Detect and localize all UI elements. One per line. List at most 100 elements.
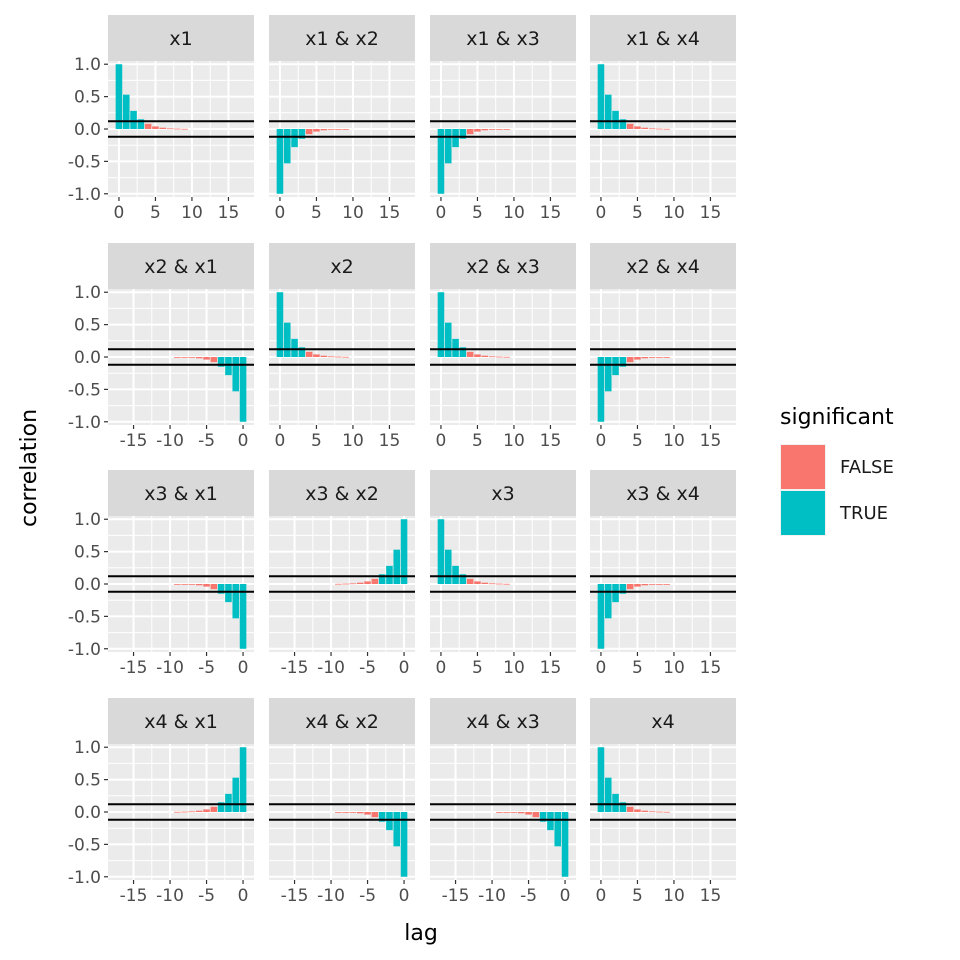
bar-not-significant: [181, 128, 188, 130]
x-tick-label: 10: [663, 658, 685, 678]
y-tick-label: -1.0: [68, 413, 101, 433]
facet-title: x2 & x4: [626, 256, 700, 278]
x-tick-label: 15: [700, 431, 722, 451]
bar-not-significant: [474, 581, 481, 584]
bar-not-significant: [488, 129, 496, 130]
bar-not-significant: [342, 356, 349, 358]
x-tick-label: 0: [238, 431, 249, 451]
bar-not-significant: [641, 810, 649, 812]
bar-not-significant: [327, 129, 335, 130]
x-tick-label: 0: [399, 886, 410, 906]
bar-significant: [619, 119, 627, 129]
y-tick-label: -1.0: [68, 640, 101, 660]
facet-title: x4: [651, 711, 674, 733]
x-tick-label: 0: [560, 886, 571, 906]
bar-significant: [298, 347, 306, 357]
x-tick-label: 15: [700, 886, 722, 906]
facet-panel: x4 & x1 1.0 0.5 0.0 -0.5 -1.0 -15 -10 -5 0: [68, 698, 254, 906]
y-tick-label: 0.5: [74, 543, 101, 563]
bar-significant: [452, 129, 459, 148]
x-tick-label: 10: [663, 431, 685, 451]
y-tick-label: -0.5: [68, 607, 101, 627]
x-tick-label: -5: [520, 886, 537, 906]
bar-significant: [612, 793, 619, 812]
x-tick-label: 15: [218, 203, 240, 223]
gridlines: [430, 289, 576, 425]
bar-significant: [232, 777, 240, 812]
bar-not-significant: [532, 812, 540, 818]
bar-not-significant: [335, 583, 342, 585]
facet-title: x3 & x1: [144, 483, 218, 505]
bar-significant: [225, 793, 232, 812]
facet-panel: x1 1.0 0.5 0.0 -0.5 -1.0 0 5 10 15: [68, 15, 254, 223]
bar-not-significant: [210, 806, 218, 812]
x-tick-label: 10: [181, 203, 203, 223]
facet-panel: x4 & x2 -15 -10 -5 0: [269, 698, 415, 906]
facet-strip: [430, 243, 576, 289]
x-tick-label: 5: [632, 886, 643, 906]
bar-not-significant: [641, 127, 649, 129]
bar-not-significant: [188, 357, 196, 358]
y-tick-label: 0.5: [74, 316, 101, 336]
legend-title: significant: [780, 405, 894, 430]
bar-not-significant: [203, 809, 210, 812]
x-tick-label: -5: [198, 431, 215, 451]
bar-not-significant: [181, 811, 188, 813]
bar-not-significant: [144, 123, 152, 129]
bar-not-significant: [313, 129, 320, 132]
bar-not-significant: [626, 123, 634, 129]
facet-panel: x3 & x1 1.0 0.5 0.0 -0.5 -1.0 -15 -10 -5 0: [68, 470, 254, 678]
facet-strip: [108, 698, 254, 744]
bar-significant: [437, 292, 445, 357]
bar-not-significant: [656, 584, 663, 585]
bar-not-significant: [656, 128, 663, 130]
bar-not-significant: [466, 351, 474, 357]
bar-not-significant: [488, 356, 496, 358]
bar-not-significant: [159, 127, 167, 129]
facet-panel: x2 & x3 0 5 10 15: [430, 243, 576, 451]
bar-not-significant: [181, 357, 188, 358]
bar-significant: [386, 565, 393, 584]
bar-not-significant: [320, 129, 328, 131]
x-tick-label: -5: [198, 886, 215, 906]
gridlines: [108, 744, 254, 880]
x-tick-label: 0: [436, 658, 447, 678]
bar-significant: [554, 812, 562, 847]
facet-panel: x2 & x1 1.0 0.5 0.0 -0.5 -1.0 -15 -10 -5 0: [68, 243, 254, 451]
bar-not-significant: [503, 129, 510, 130]
bar-significant: [597, 357, 605, 422]
bar-significant: [130, 110, 137, 129]
x-tick-label: 10: [503, 431, 525, 451]
x-tick-label: -10: [156, 431, 184, 451]
bar-not-significant: [364, 812, 371, 815]
x-tick-label: 0: [275, 203, 286, 223]
bar-not-significant: [648, 584, 656, 585]
facet-strip: [430, 698, 576, 744]
bar-significant: [378, 574, 386, 584]
x-tick-label: 10: [663, 203, 685, 223]
y-tick-label: 0.0: [74, 803, 101, 823]
bar-not-significant: [641, 357, 649, 359]
facet-panel: x3 & x4 0 5 10 15: [590, 470, 736, 678]
bar-significant: [619, 802, 627, 812]
bar-not-significant: [174, 357, 181, 358]
y-tick-label: 1.0: [74, 55, 101, 75]
bar-not-significant: [210, 357, 218, 363]
x-tick-label: 15: [700, 203, 722, 223]
bar-significant: [217, 584, 225, 594]
bar-not-significant: [174, 584, 181, 585]
x-tick-label: 10: [342, 431, 364, 451]
bar-not-significant: [496, 583, 503, 585]
bar-not-significant: [503, 812, 510, 813]
x-tick-label: 0: [596, 203, 607, 223]
x-tick-label: 5: [632, 658, 643, 678]
bar-not-significant: [466, 578, 474, 584]
x-tick-label: 5: [472, 431, 483, 451]
x-tick-label: -5: [359, 886, 376, 906]
x-tick-label: 0: [436, 431, 447, 451]
bar-significant: [459, 574, 467, 584]
bar-significant: [137, 119, 145, 129]
facet-panel: x2 0 5 10 15: [269, 243, 415, 451]
bar-not-significant: [648, 128, 656, 130]
x-tick-label: -10: [156, 886, 184, 906]
